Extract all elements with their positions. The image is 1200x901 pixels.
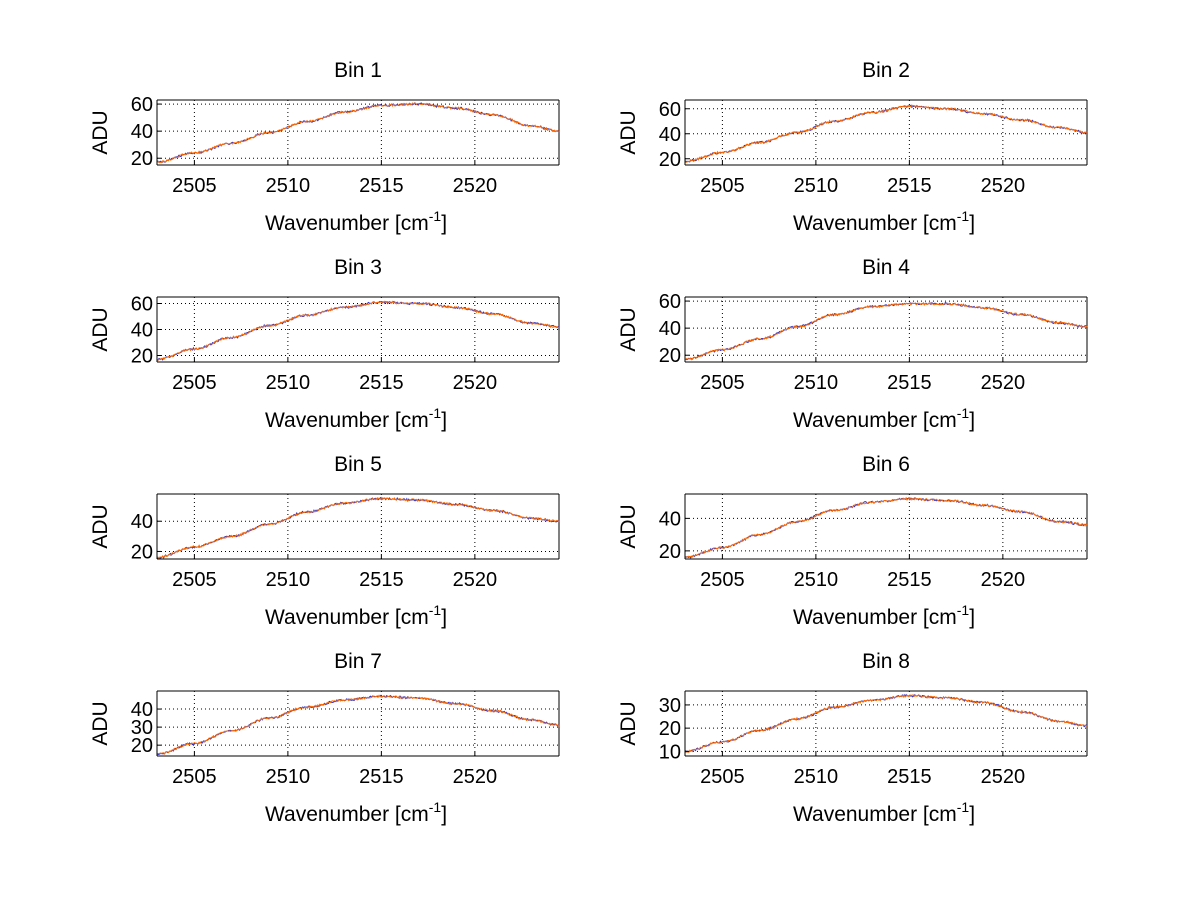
subplot-title: Bin 1 (334, 59, 382, 82)
y-tick-label: 30 (131, 717, 153, 739)
y-axis-label: ADU (617, 110, 640, 154)
y-tick-label: 60 (131, 94, 153, 116)
y-tick-label: 20 (131, 735, 153, 757)
y-tick-label: 60 (131, 294, 153, 316)
y-axis-label: ADU (617, 307, 640, 351)
x-axis-label: Wavenumber [cm-1] (793, 208, 975, 235)
x-tick-label: 2505 (172, 569, 217, 591)
y-tick-label: 20 (131, 148, 153, 170)
x-tick-label: 2510 (266, 175, 311, 197)
x-axis-label: Wavenumber [cm-1] (265, 208, 447, 235)
x-tick-label: 2515 (887, 766, 932, 788)
subplot-bin-1: Bin 1 2505 2510 2515 2520 20 40 60 Wavenumber [c… (89, 59, 560, 235)
y-axis-label: ADU (89, 110, 112, 154)
x-tick-label: 2510 (266, 569, 311, 591)
subplot-title: Bin 7 (334, 650, 382, 673)
x-axis-label: Wavenumber [cm-1] (793, 405, 975, 432)
subplot-bin-6: Bin 6 2505 2510 2515 2520 20 40 Wavenumber [cm-… (617, 453, 1088, 629)
x-tick-label: 2515 (887, 175, 932, 197)
x-axis-label: Wavenumber [cm-1] (265, 602, 447, 629)
y-tick-label: 40 (131, 511, 153, 533)
x-tick-label: 2515 (887, 569, 932, 591)
x-tick-label: 2515 (887, 372, 932, 394)
y-tick-label: 20 (659, 718, 681, 740)
y-tick-label: 10 (659, 741, 681, 763)
series-line-orange (684, 301, 1088, 361)
subplot-bin-2: Bin 2 2505 2510 2515 2520 20 40 60 Wavenumber [c… (617, 59, 1088, 235)
subplot-grid: Bin 1 2505 2510 2515 2520 20 40 60 Wavenumber [c… (89, 59, 1088, 826)
y-tick-label: 40 (131, 320, 153, 342)
subplot-title: Bin 5 (334, 453, 382, 476)
x-tick-label: 2520 (981, 766, 1026, 788)
x-tick-label: 2505 (172, 175, 217, 197)
x-tick-label: 2505 (172, 372, 217, 394)
y-tick-label: 40 (131, 699, 153, 721)
y-tick-label: 60 (659, 291, 681, 313)
series-line-orange (156, 102, 560, 164)
y-axis-label: ADU (89, 307, 112, 351)
x-tick-label: 2515 (359, 569, 404, 591)
y-tick-label: 20 (131, 346, 153, 368)
y-tick-label: 20 (659, 149, 681, 171)
y-tick-label: 20 (659, 345, 681, 367)
y-tick-label: 20 (659, 541, 681, 563)
y-axis-label: ADU (617, 504, 640, 548)
x-tick-label: 2505 (700, 372, 745, 394)
subplot-title: Bin 4 (862, 256, 910, 279)
y-tick-label: 40 (659, 124, 681, 146)
subplot-title: Bin 6 (862, 453, 910, 476)
x-tick-label: 2510 (794, 569, 839, 591)
x-tick-label: 2505 (700, 569, 745, 591)
x-tick-label: 2515 (359, 766, 404, 788)
subplot-bin-5: Bin 5 2505 2510 2515 2520 20 40 Wavenumber [cm-… (89, 453, 560, 629)
x-axis-label: Wavenumber [cm-1] (265, 799, 447, 826)
y-tick-label: 20 (131, 541, 153, 563)
y-tick-label: 30 (659, 695, 681, 717)
series-line-orange (684, 104, 1088, 163)
x-axis-label: Wavenumber [cm-1] (793, 602, 975, 629)
x-tick-label: 2520 (981, 175, 1026, 197)
x-tick-label: 2510 (794, 766, 839, 788)
x-tick-label: 2505 (700, 175, 745, 197)
x-tick-label: 2520 (981, 569, 1026, 591)
y-axis-label: ADU (89, 504, 112, 548)
x-tick-label: 2510 (266, 372, 311, 394)
x-tick-label: 2515 (359, 175, 404, 197)
x-axis-label: Wavenumber [cm-1] (793, 799, 975, 826)
x-tick-label: 2510 (266, 766, 311, 788)
x-tick-label: 2510 (794, 372, 839, 394)
x-tick-label: 2520 (453, 569, 498, 591)
x-tick-label: 2505 (700, 766, 745, 788)
series-line-orange (684, 694, 1088, 754)
series-line-orange (684, 496, 1088, 559)
x-tick-label: 2520 (453, 766, 498, 788)
series-line-orange (156, 497, 560, 560)
subplot-bin-3: Bin 3 2505 2510 2515 2520 20 40 60 Wavenumber [c… (89, 256, 560, 432)
subplot-bin-4: Bin 4 2505 2510 2515 2520 20 40 60 Wavenumber [c… (617, 256, 1088, 432)
x-tick-label: 2520 (453, 372, 498, 394)
x-tick-label: 2520 (453, 175, 498, 197)
y-axis-label: ADU (89, 701, 112, 745)
subplot-title: Bin 3 (334, 256, 382, 279)
x-tick-label: 2505 (172, 766, 217, 788)
x-tick-label: 2515 (359, 372, 404, 394)
series-line-orange (156, 694, 560, 756)
x-tick-label: 2510 (794, 175, 839, 197)
y-tick-label: 40 (659, 508, 681, 530)
subplot-title: Bin 2 (862, 59, 910, 82)
y-axis-label: ADU (617, 701, 640, 745)
x-tick-label: 2520 (981, 372, 1026, 394)
y-tick-label: 60 (659, 99, 681, 121)
y-tick-label: 40 (131, 121, 153, 143)
series-line-orange (156, 300, 560, 361)
x-axis-label: Wavenumber [cm-1] (265, 405, 447, 432)
y-tick-label: 40 (659, 318, 681, 340)
subplot-title: Bin 8 (862, 650, 910, 673)
